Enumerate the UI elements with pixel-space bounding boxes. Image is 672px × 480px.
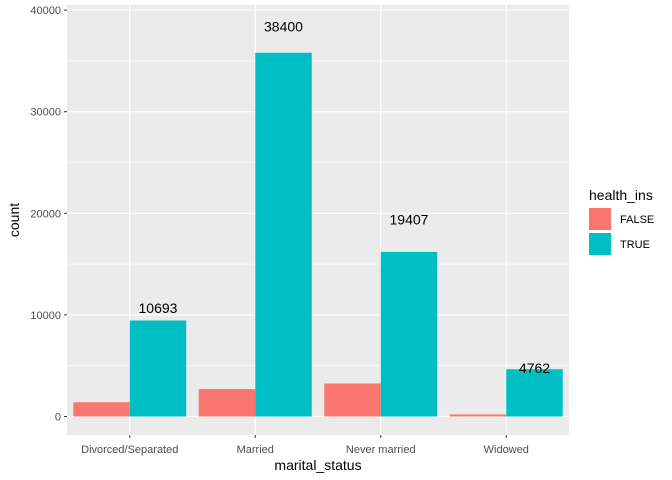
y-tick-label: 30000 (30, 107, 61, 119)
x-axis-title: marital_status (274, 457, 361, 473)
bars (73, 52, 563, 417)
data-labels: 10693 38400 19407 4762 (139, 18, 551, 376)
data-label: 4762 (519, 360, 550, 376)
bar-false-widowed (449, 414, 507, 417)
bar-false-divorced-separated (73, 402, 130, 417)
data-label: 19407 (390, 211, 429, 227)
y-axis: 0 10000 20000 30000 40000 (30, 5, 67, 424)
data-label: 10693 (139, 300, 178, 316)
y-tick-label: 10000 (30, 310, 61, 322)
y-tick-label: 40000 (30, 5, 61, 17)
bar-true-widowed (506, 369, 563, 417)
bar-true-divorced-separated (129, 320, 187, 417)
legend-title: health_ins (589, 187, 653, 203)
x-tick-label: Widowed (484, 444, 529, 456)
legend-label: FALSE (620, 214, 654, 226)
legend-label: TRUE (620, 239, 650, 251)
x-tick-label: Married (237, 444, 274, 456)
y-tick-label: 20000 (30, 208, 61, 220)
y-axis-title: count (6, 203, 22, 237)
legend: health_ins FALSE TRUE (589, 187, 654, 255)
bar-false-never-married (324, 383, 381, 417)
bar-true-never-married (380, 251, 438, 417)
x-tick-label: Divorced/Separated (81, 444, 178, 456)
legend-key-true (589, 233, 611, 255)
y-tick-label: 0 (55, 412, 61, 424)
x-tick-label: Never married (346, 444, 416, 456)
bar-false-married (198, 389, 256, 417)
x-axis: Divorced/Separated Married Never married Wi… (81, 435, 529, 456)
bar-true-married (255, 52, 312, 417)
data-label: 38400 (264, 18, 303, 34)
legend-key-false (589, 208, 611, 230)
